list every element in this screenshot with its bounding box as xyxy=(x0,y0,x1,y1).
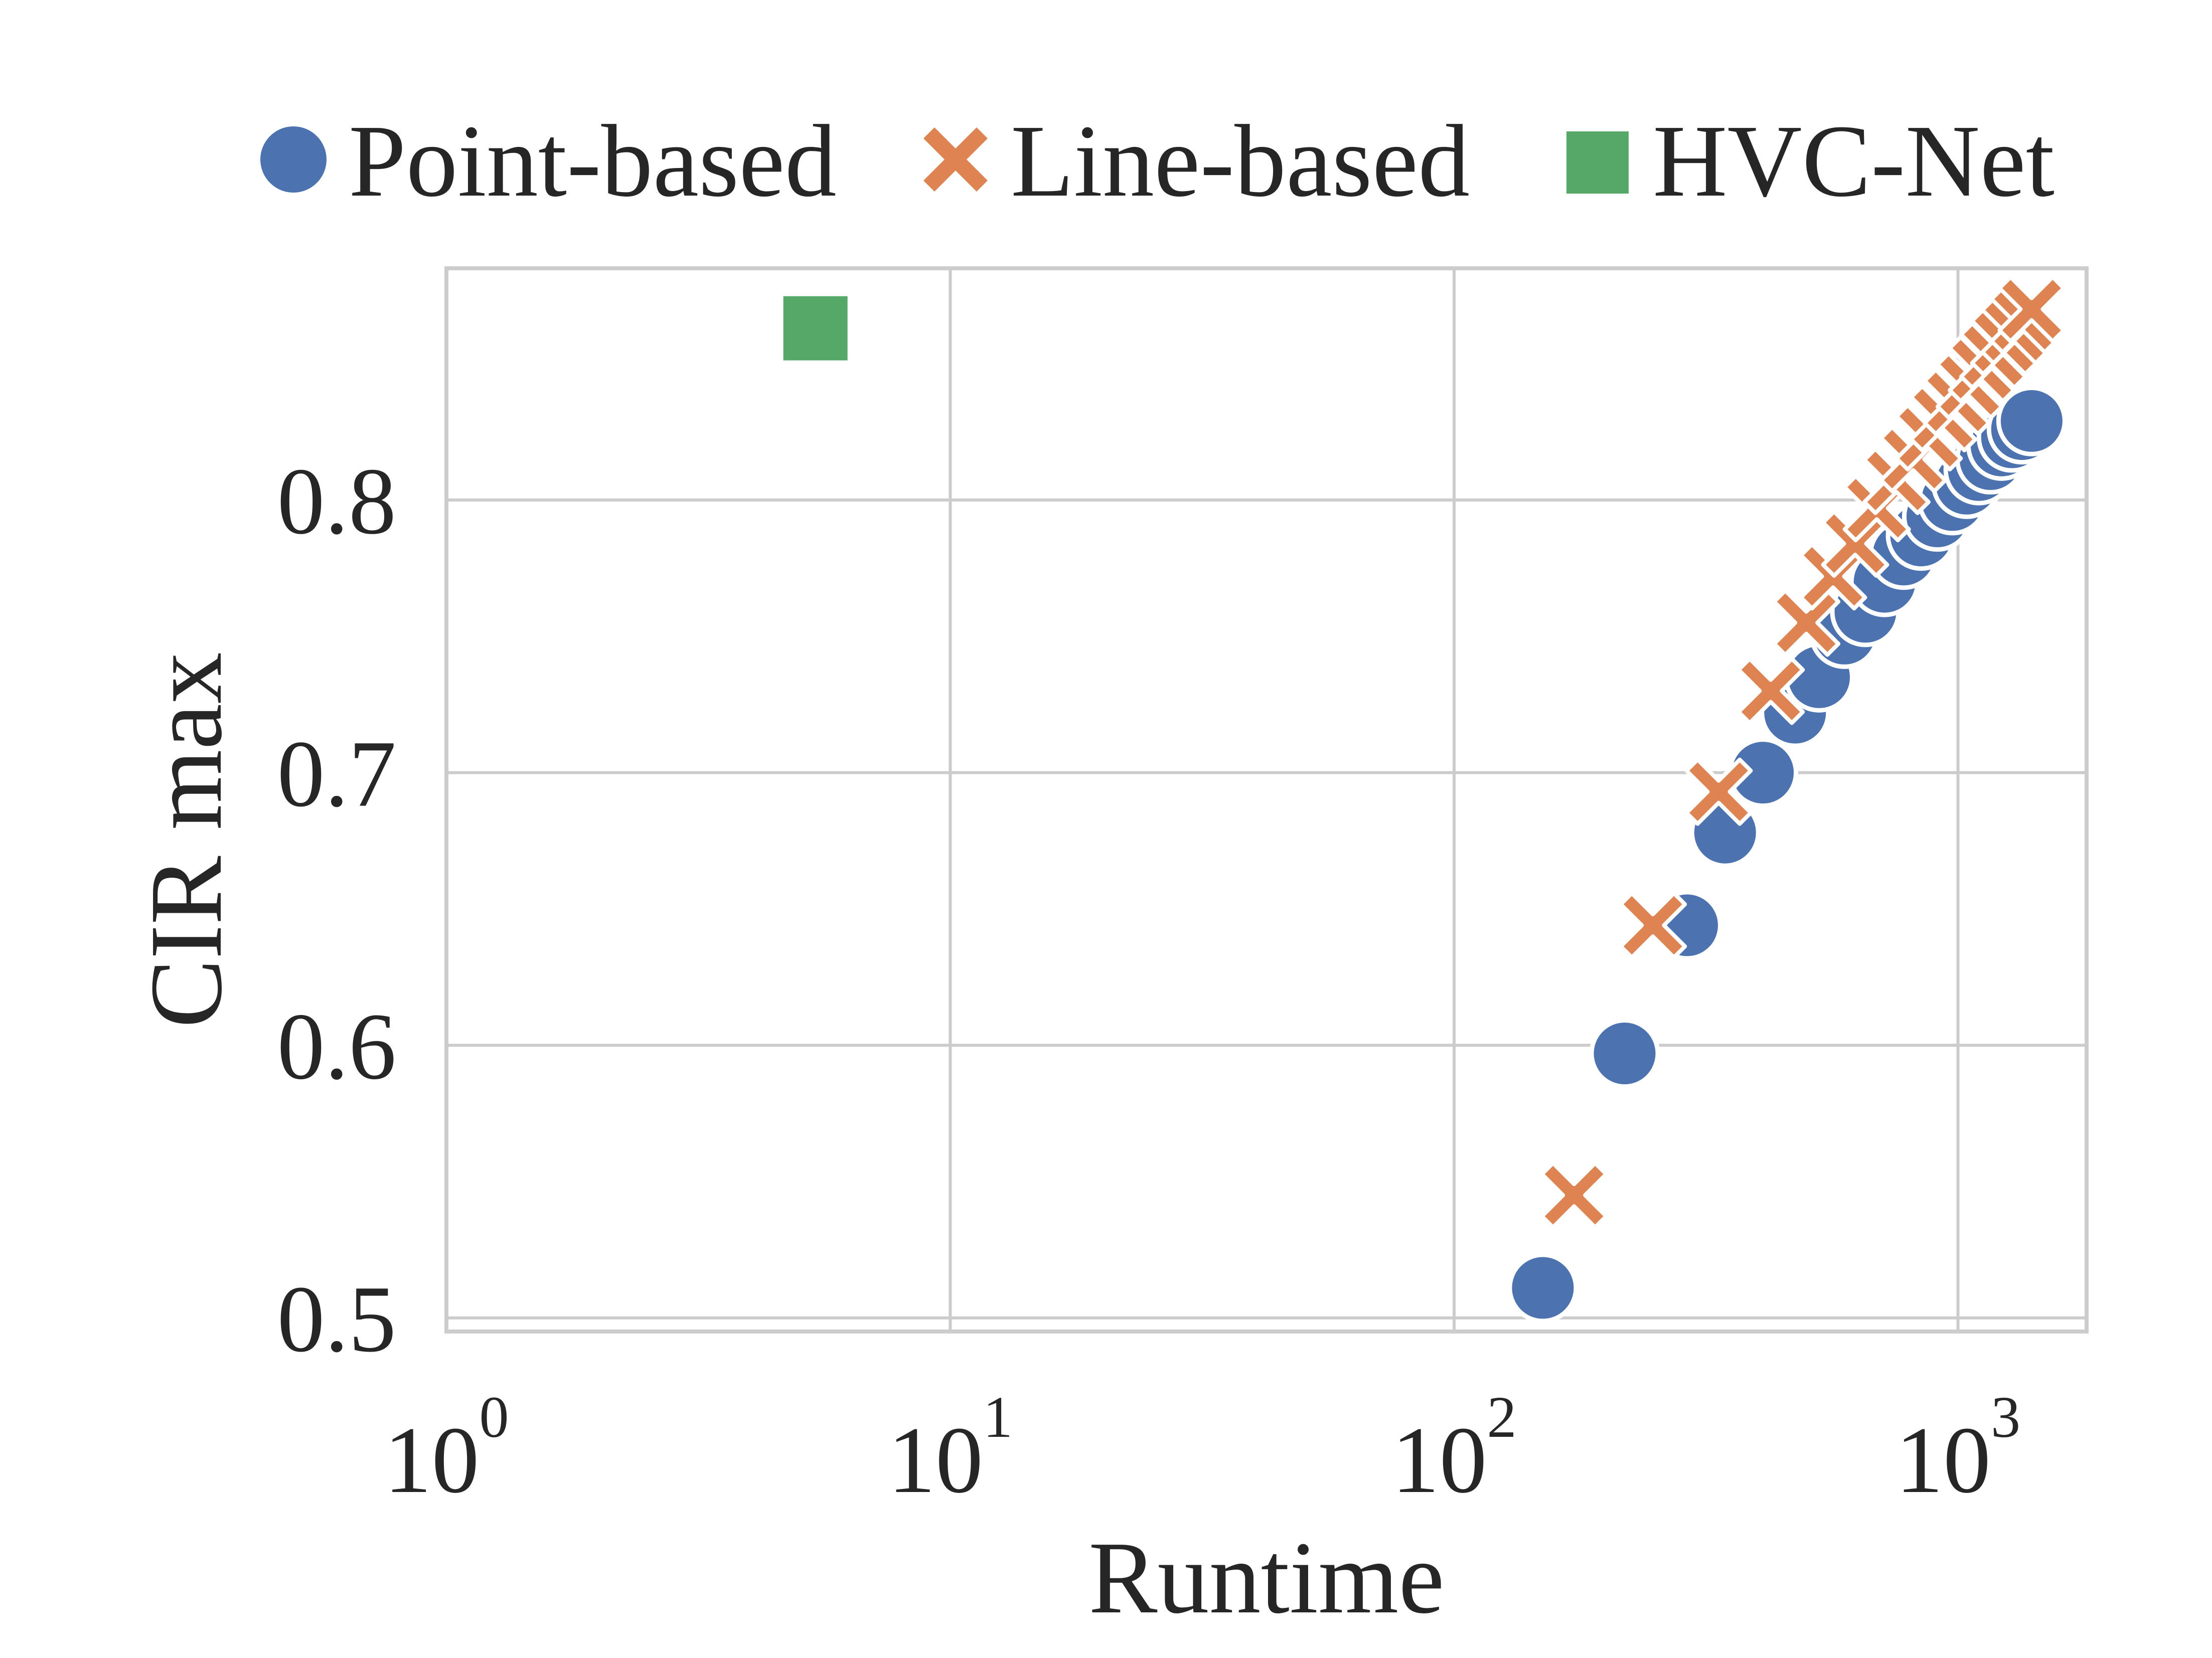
legend-label: Line-based xyxy=(1011,103,1470,218)
legend-item: Point-based xyxy=(260,103,837,218)
legend-x-icon xyxy=(923,127,988,192)
circle-point xyxy=(1589,1018,1660,1089)
x-tick-exponent: 0 xyxy=(480,1384,509,1450)
y-tick-label: 0.5 xyxy=(277,1267,397,1372)
legend-label: Point-based xyxy=(349,103,837,218)
x-tick-base: 10 xyxy=(888,1408,983,1513)
series-line-based xyxy=(1540,275,2066,1230)
y-tick-label: 0.7 xyxy=(277,722,397,827)
x-point xyxy=(1684,757,1753,826)
x-point xyxy=(1619,891,1687,960)
square-point xyxy=(783,296,848,361)
circle-point xyxy=(1507,1252,1578,1323)
legend-label: HVC-Net xyxy=(1653,103,2055,218)
legend-item: HVC-Net xyxy=(1566,103,2055,218)
x-tick-label: 100 xyxy=(384,1384,509,1513)
y-tick-label: 0.6 xyxy=(277,994,397,1099)
x-point xyxy=(1997,275,2066,344)
x-tick-label: 103 xyxy=(1895,1384,2020,1513)
series-hvc-net xyxy=(783,296,848,361)
x-point xyxy=(1736,656,1805,725)
x-tick-label: 102 xyxy=(1392,1384,1517,1513)
x-tick-base: 10 xyxy=(384,1408,480,1513)
legend-circle-icon xyxy=(260,126,327,193)
plot-frame xyxy=(444,266,2089,1334)
x-tick-base: 10 xyxy=(1895,1408,1991,1513)
x-tick-exponent: 3 xyxy=(1991,1384,2020,1450)
legend-item: Line-based xyxy=(923,103,1470,218)
x-point xyxy=(1540,1161,1609,1230)
x-tick-label: 101 xyxy=(888,1384,1013,1513)
circle-point xyxy=(1996,385,2067,456)
legend-square-icon xyxy=(1566,131,1629,194)
y-tick-label: 0.8 xyxy=(277,449,397,554)
x-tick-exponent: 1 xyxy=(983,1384,1013,1450)
x-axis-title: Runtime xyxy=(1088,1520,1445,1635)
legend: Point-based Line-based HVC-Net xyxy=(260,103,2055,218)
x-tick-exponent: 2 xyxy=(1487,1384,1517,1450)
x-tick-base: 10 xyxy=(1392,1408,1487,1513)
data-marks xyxy=(783,275,2067,1323)
y-axis-title: CIR max xyxy=(128,652,243,1028)
